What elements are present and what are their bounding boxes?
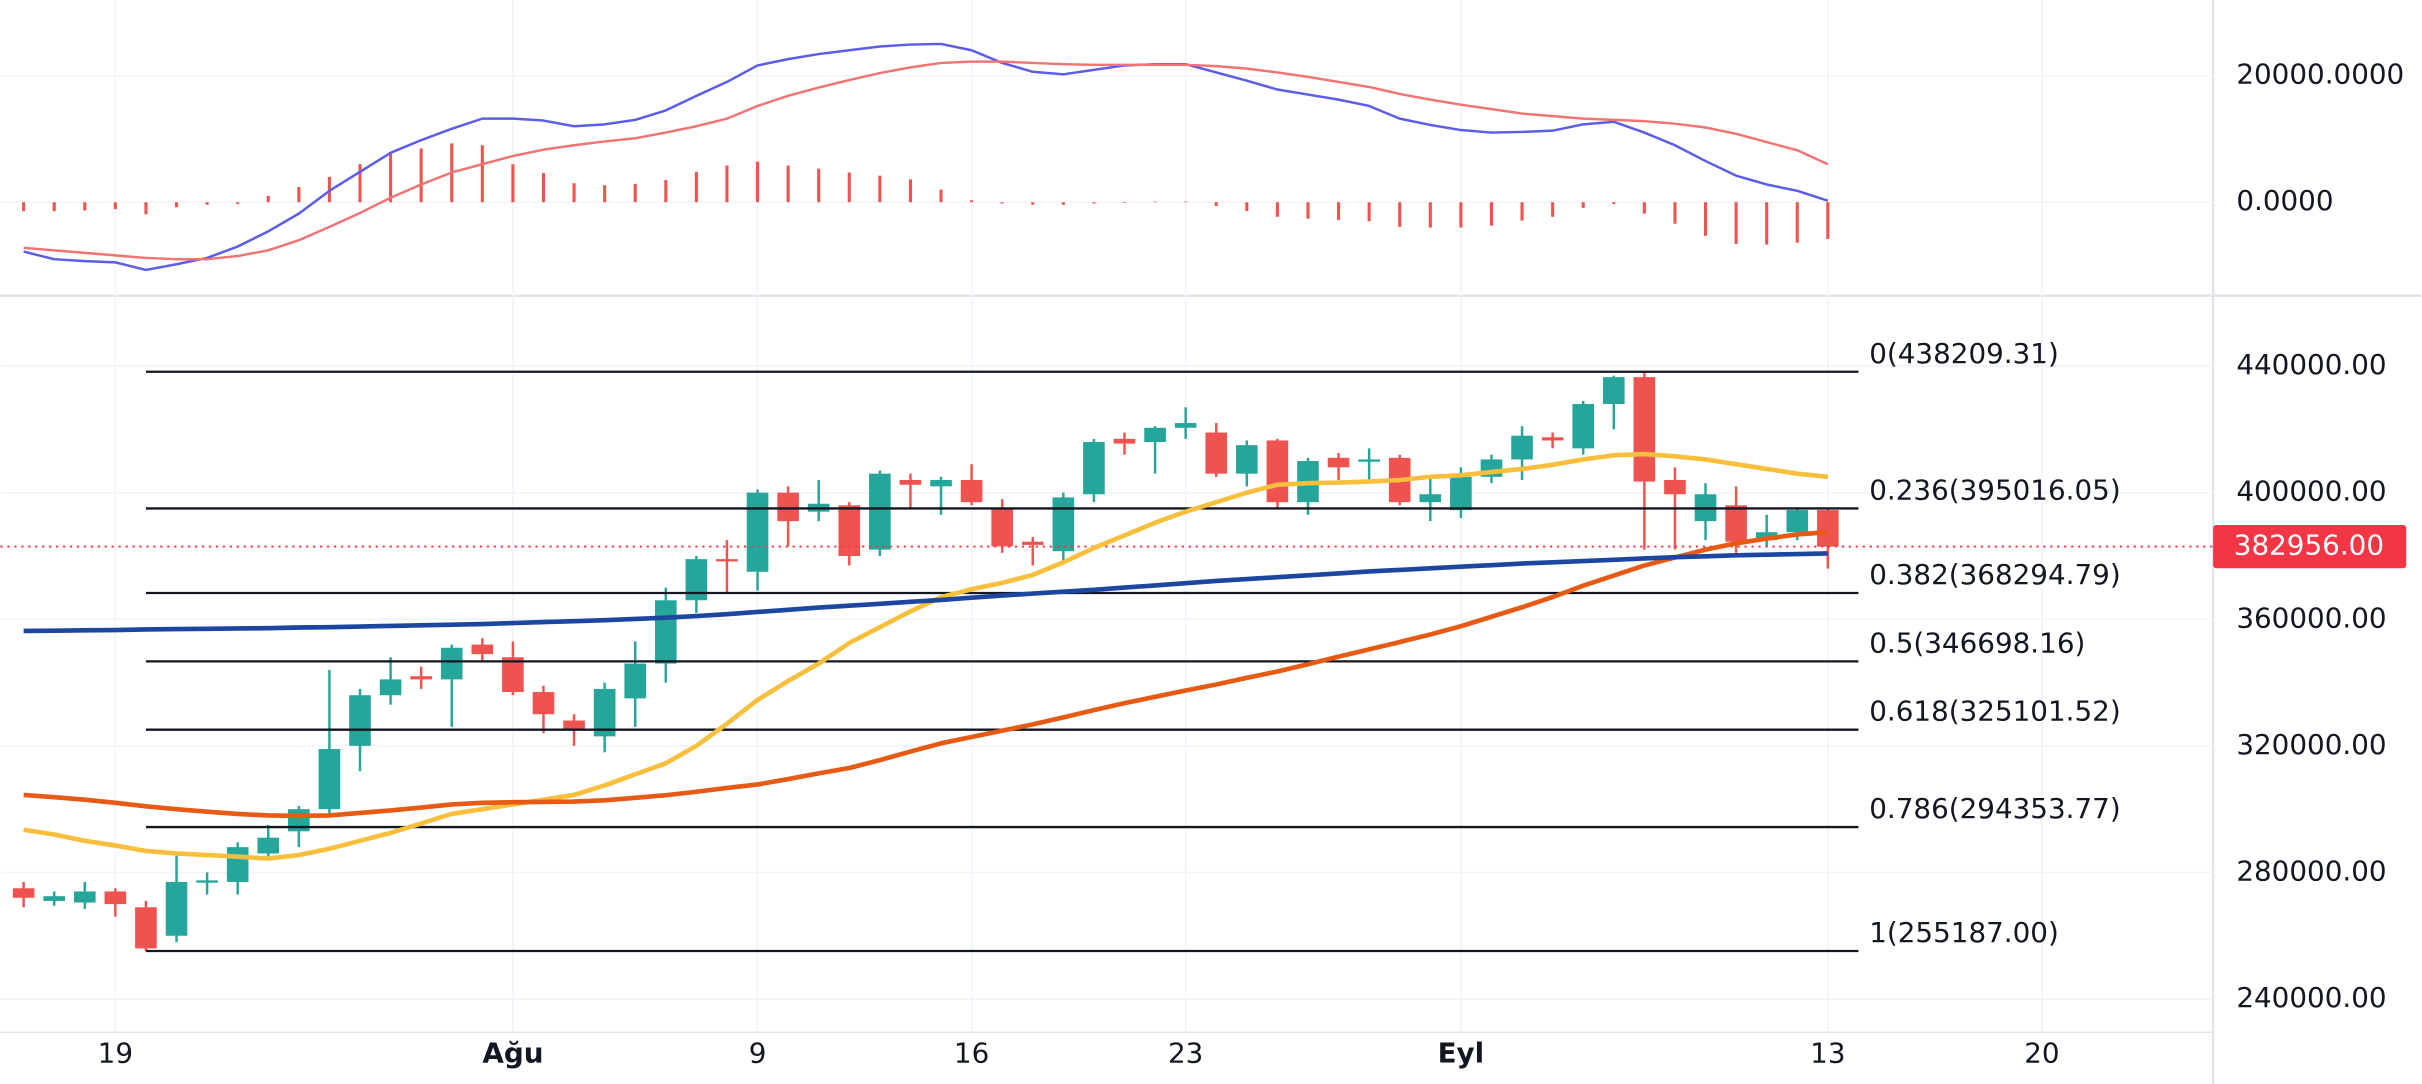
candle-body [1541,437,1564,441]
candle-body [563,720,585,731]
candle-body [1450,476,1472,511]
indicator-line [23,529,1829,819]
candle-body [838,505,861,556]
candle-body [226,847,249,882]
candle-body [777,492,799,522]
indicator-line [23,451,1829,861]
candle-body [869,473,891,550]
candle-body [593,688,616,737]
last-price-box [2213,524,2407,569]
candle-body [165,881,188,936]
candle-body [73,891,96,903]
candle-body [1511,435,1533,460]
candle-body [135,907,157,949]
x-tick-label: Eyl [1438,1037,1485,1070]
panel-lines [23,451,1829,861]
fib-level-label: 0(438209.31) [1869,337,2059,370]
candle-body [1419,494,1442,503]
candle-body [1602,377,1625,405]
indicator-line [23,42,1829,272]
candle-body [43,896,66,901]
candle-body [1664,480,1686,495]
candle-body [624,663,647,699]
candle-body [532,692,555,715]
candle-body [746,492,769,572]
candle-body [1052,497,1075,552]
candle-body [1083,442,1105,495]
candle-body [257,837,280,854]
candle-body [379,679,402,696]
candle-body [1327,457,1350,468]
candle-body [410,676,432,680]
fib-level-label: 0.618(325101.52) [1869,695,2120,728]
labels-layer: 20000.0000 0.0000 440000.00 400000.00 360000… [98,58,2407,1070]
candle-body [1633,377,1656,482]
candle-body [1786,510,1809,533]
candle-body [1174,423,1197,428]
candle-body [104,891,127,905]
candle-body [991,508,1013,547]
candle-body [1725,505,1747,542]
candle-body [716,559,738,562]
panel-marks [22,143,1830,245]
y-tick-label: 440000.00 [2236,348,2386,381]
candle-body [318,749,341,810]
fib-level-label: 1(255187.00) [1869,916,2059,949]
candle-body [899,480,922,485]
fib-level-label: 0.5(346698.16) [1869,626,2085,659]
candle-body [1358,459,1380,462]
candle-body [471,644,494,655]
x-tick-label: 9 [749,1037,767,1070]
candle-body [930,480,952,487]
candle-body [1755,532,1778,541]
lines-layer [23,42,1829,861]
y-tick-label: 240000.00 [2236,981,2386,1014]
candle-body [1817,510,1839,547]
fib-level-label: 0.786(294353.77) [1869,792,2120,825]
x-tick-label: 23 [1168,1037,1203,1070]
marks-layer [0,143,2214,953]
indicator-line [23,60,1829,261]
y-tick-label: 20000.0000 [2236,58,2404,91]
candle-body [349,695,371,746]
candle-body [1144,427,1166,443]
y-tick-label: 0.0000 [2236,184,2333,217]
last-price-label: 382956.00 [2234,529,2384,562]
candle-body [960,480,983,503]
x-tick-label: 16 [954,1037,989,1070]
panel-lines [23,42,1829,272]
y-tick-label: 280000.00 [2236,854,2386,887]
candle-body [1021,541,1044,545]
fib-level-label: 0.382(368294.79) [1869,558,2120,591]
candle-body [502,657,524,693]
x-tick-label: 19 [98,1037,133,1070]
x-tick-label: 20 [2024,1037,2059,1070]
candle-body [1572,404,1595,449]
candle-body [1113,438,1136,444]
candle-body [12,888,35,898]
x-tick-label: Ağu [482,1037,543,1070]
candle-body [654,600,677,664]
candle-body [1266,440,1289,503]
y-tick-label: 320000.00 [2236,728,2386,761]
indicator-line [23,551,1828,634]
candle-body [1205,432,1228,474]
x-tick-label: 13 [1810,1037,1845,1070]
panel-marks [12,371,1839,951]
candle-body [440,647,463,680]
y-tick-label: 360000.00 [2236,601,2386,634]
candle-body [1236,445,1258,474]
candle-body [196,880,218,883]
fib-level-label: 0.236(395016.05) [1869,473,2120,506]
candle-body [685,559,708,601]
y-tick-label: 400000.00 [2236,475,2386,508]
